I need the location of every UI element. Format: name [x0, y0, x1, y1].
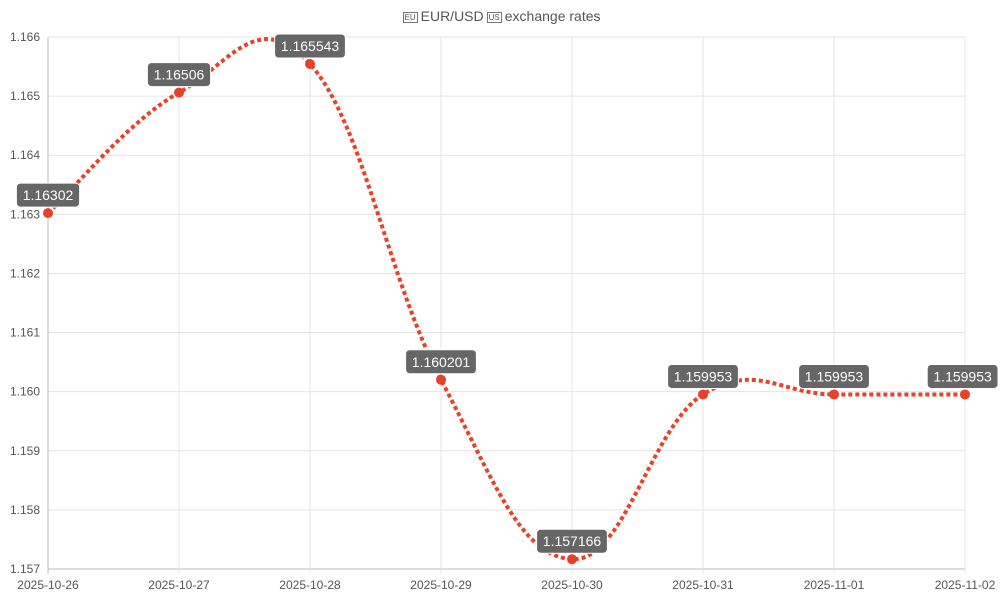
data-label-box — [926, 363, 999, 389]
data-point — [305, 59, 315, 70]
data-label: 1.159953 — [805, 368, 864, 384]
y-tick-label: 1.164 — [10, 148, 40, 162]
data-label-box — [405, 349, 477, 375]
data-label-box — [15, 182, 81, 208]
data-point — [43, 208, 53, 219]
data-label-box — [274, 33, 346, 59]
data-label-box — [536, 528, 608, 554]
data-label: 1.165543 — [281, 38, 340, 54]
data-label: 1.159953 — [674, 368, 733, 384]
y-tick-label: 1.157 — [10, 562, 40, 576]
x-tick-label: 2025-10-30 — [541, 578, 603, 592]
x-tick-label: 2025-10-26 — [17, 578, 79, 592]
data-point — [436, 374, 446, 385]
data-label: 1.160201 — [412, 354, 471, 370]
x-tick-label: 2025-10-28 — [279, 578, 341, 592]
y-tick-label: 1.158 — [10, 503, 40, 517]
title-pair: EUR/USD — [420, 8, 484, 24]
y-tick-label: 1.166 — [10, 30, 40, 44]
x-tick-label: 2025-11-01 — [804, 578, 865, 592]
data-point — [960, 389, 970, 400]
data-label-box — [146, 62, 212, 88]
data-label-box — [798, 363, 870, 389]
title-suffix: exchange rates — [504, 8, 601, 24]
data-point — [174, 87, 184, 98]
data-point — [698, 389, 708, 400]
data-label-box — [667, 363, 739, 389]
y-tick-label: 1.159 — [10, 444, 40, 458]
us-flag-icon: US — [486, 12, 502, 23]
y-tick-label: 1.161 — [10, 326, 40, 340]
data-label: 1.16302 — [23, 187, 74, 203]
data-label: 1.159953 — [933, 368, 992, 384]
series-line — [46, 37, 965, 562]
x-tick-label: 2025-10-27 — [148, 578, 210, 592]
x-tick-label: 2025-11-02 — [935, 578, 996, 592]
data-label: 1.157166 — [543, 533, 602, 549]
y-tick-label: 1.165 — [10, 89, 40, 103]
x-tick-label: 2025-10-29 — [410, 578, 472, 592]
eu-flag-icon: EU — [402, 12, 418, 23]
x-tick-label: 2025-10-31 — [672, 578, 734, 592]
data-label: 1.16506 — [154, 67, 205, 83]
y-tick-label: 1.163 — [10, 207, 40, 221]
data-point — [829, 389, 839, 400]
data-point — [567, 554, 577, 565]
chart-title: EU EUR/USD US exchange rates — [0, 8, 1000, 24]
y-tick-label: 1.162 — [10, 266, 40, 280]
y-tick-label: 1.160 — [10, 385, 40, 399]
